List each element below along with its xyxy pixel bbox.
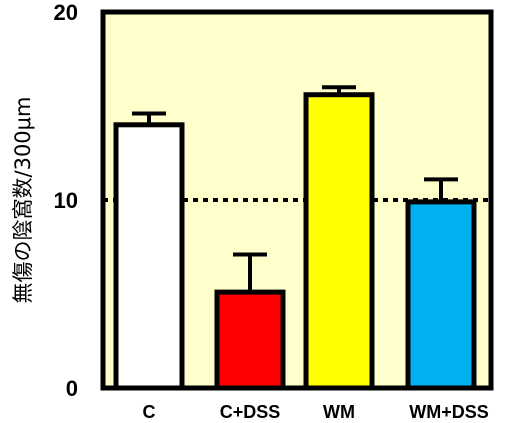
y-tick-label-10: 10: [54, 188, 78, 213]
bar-c: [113, 122, 185, 391]
x-tick-label-wm-dss: WM+DSS: [409, 402, 489, 422]
plot-frame: [100, 9, 494, 391]
x-tick-label-wm: WM: [323, 402, 355, 422]
bar-wm: [303, 92, 375, 391]
y-tick-label-0: 0: [66, 376, 78, 401]
y-tick-label-20: 20: [54, 0, 78, 25]
bar-wm-dss: [405, 199, 477, 391]
x-tick-label-c-dss: C+DSS: [220, 402, 281, 422]
y-axis-label: 無傷の陰窩数/300μm: [11, 97, 35, 304]
x-tick-label-c: C: [143, 402, 156, 422]
bar-c-dss: [214, 289, 286, 391]
